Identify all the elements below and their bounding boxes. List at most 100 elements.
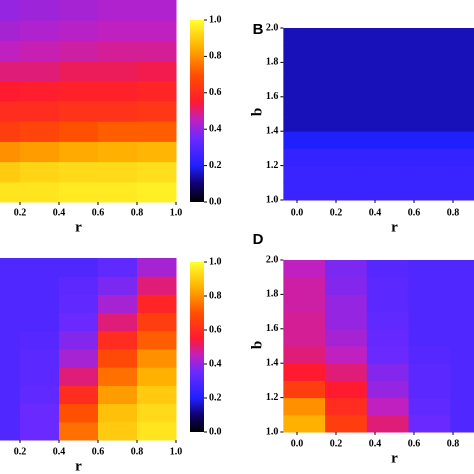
heatmap-cell <box>0 258 21 277</box>
heatmap-cell <box>450 45 474 63</box>
colorbar <box>190 262 204 432</box>
heatmap-cell <box>408 363 451 381</box>
heatmap-cell <box>98 276 138 295</box>
x-tick-label: 0.8 <box>131 207 144 218</box>
heatmap-cell <box>137 141 177 163</box>
heatmap-cell <box>366 380 410 399</box>
heatmap-cell <box>98 60 138 82</box>
heatmap-cell <box>283 363 326 381</box>
heatmap-cell <box>366 363 410 381</box>
heatmap-cell <box>137 101 177 122</box>
heatmap-cell <box>20 80 60 102</box>
heatmap-cell <box>283 96 326 115</box>
y-axis-label: b <box>249 341 265 349</box>
heatmap-cell <box>0 80 21 102</box>
heatmap-cell <box>325 328 368 347</box>
heatmap-cell <box>450 346 474 364</box>
x-tick-label: 0.8 <box>447 207 460 218</box>
heatmap-cell <box>366 277 410 295</box>
heatmap-cell <box>283 380 326 399</box>
colorbar-tick-label: 0.4 <box>209 358 222 369</box>
heatmap-cell <box>98 141 138 163</box>
heatmap-cell <box>283 148 326 167</box>
colorbar-tick-label: 0.0 <box>209 196 222 207</box>
heatmap-cell <box>98 40 138 62</box>
heatmap-cell <box>450 328 474 347</box>
heatmap-cell <box>408 62 451 81</box>
heatmap-cell <box>325 165 368 184</box>
heatmap-cell <box>20 60 60 82</box>
heatmap-cell <box>0 20 21 41</box>
x-axis-label: r <box>391 219 398 235</box>
y-tick-label: 2.0 <box>266 22 279 33</box>
heatmap-cell <box>98 181 138 203</box>
heatmap-cell <box>0 403 21 423</box>
heatmap-cell <box>366 96 410 115</box>
heatmap-cell <box>0 101 21 122</box>
heatmap-cell <box>0 349 21 368</box>
heatmap-cell <box>20 141 60 163</box>
heatmap-cell <box>98 101 138 122</box>
heatmap-cell <box>450 397 474 416</box>
heatmap-cell <box>0 312 21 332</box>
heatmap-cell <box>20 121 60 142</box>
heatmap-cell <box>59 403 99 423</box>
heatmap-cell <box>283 114 326 132</box>
y-tick-label: 1.4 <box>266 357 279 368</box>
heatmap-cell <box>20 20 60 41</box>
heatmap-cell <box>137 330 177 350</box>
heatmap-cell <box>325 131 368 149</box>
x-tick-label: 0.4 <box>369 207 382 218</box>
x-tick-label: 0.6 <box>408 207 421 218</box>
y-tick-label: 1.0 <box>266 426 279 437</box>
heatmap-cell <box>0 367 21 386</box>
heatmap-cell <box>98 20 138 41</box>
heatmap-cell <box>366 182 410 201</box>
heatmap-cell <box>20 367 60 386</box>
heatmap-cell <box>366 414 410 433</box>
heatmap-cell <box>20 385 60 405</box>
heatmap-cell <box>408 131 451 149</box>
heatmap-cell <box>408 380 451 399</box>
heatmap-cell <box>20 421 60 441</box>
heatmap-cell <box>408 79 451 98</box>
heatmap-cell <box>450 182 474 201</box>
heatmap-cell <box>283 311 326 330</box>
x-tick-label: 0.6 <box>92 446 105 457</box>
heatmap-cell <box>98 403 138 423</box>
heatmap-cell <box>366 45 410 63</box>
heatmap-cell <box>325 397 368 416</box>
y-axis-label: b <box>249 108 265 116</box>
colorbar-tick-label: 0.8 <box>209 51 222 62</box>
heatmap-cell <box>325 28 368 46</box>
x-tick-label: 0.4 <box>53 207 66 218</box>
heatmap-cell <box>59 40 99 62</box>
heatmap-cell <box>137 385 177 405</box>
heatmap-cell <box>408 28 451 46</box>
heatmap-cell <box>59 20 99 41</box>
heatmap-cell <box>98 330 138 350</box>
heatmap-cell <box>59 141 99 163</box>
heatmap-cell <box>137 349 177 368</box>
heatmap-cell <box>20 161 60 183</box>
heatmap-cell <box>408 182 451 201</box>
heatmap-cell <box>450 414 474 433</box>
heatmap-cell <box>408 311 451 330</box>
heatmap-cell <box>137 60 177 82</box>
heatmap-cell <box>450 28 474 46</box>
heatmap-cell <box>137 312 177 332</box>
colorbar-tick-label: 0.2 <box>209 392 222 403</box>
heatmap-cell <box>0 60 21 82</box>
heatmap-cell <box>325 45 368 63</box>
heatmap-cell <box>450 96 474 115</box>
heatmap-cell <box>59 121 99 142</box>
colorbar <box>190 20 204 202</box>
heatmap-cell <box>137 20 177 41</box>
heatmap-cell <box>137 367 177 386</box>
heatmap-cell <box>20 101 60 122</box>
heatmap-cell <box>59 385 99 405</box>
heatmap-cell <box>98 385 138 405</box>
y-tick-label: 2.0 <box>266 254 279 265</box>
x-tick-label: 0.0 <box>291 207 304 218</box>
